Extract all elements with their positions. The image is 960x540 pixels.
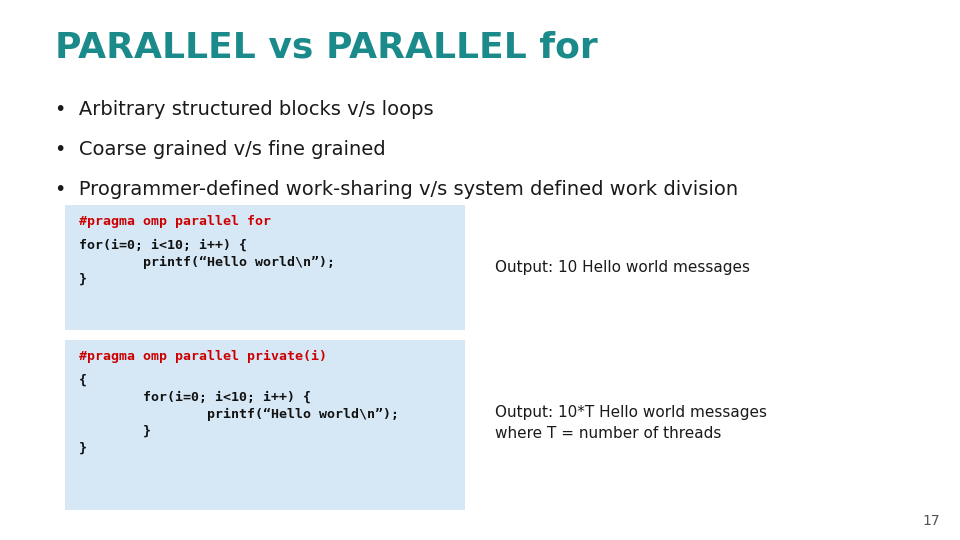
Bar — [65, 205, 465, 330]
Text: #pragma omp parallel private(i): #pragma omp parallel private(i) — [79, 350, 327, 363]
Text: PARALLEL vs PARALLEL for: PARALLEL vs PARALLEL for — [55, 30, 598, 64]
Text: }: } — [79, 442, 87, 455]
Text: for(i=0; i<10; i++) {: for(i=0; i<10; i++) { — [79, 391, 311, 404]
Text: printf(“Hello world\n”);: printf(“Hello world\n”); — [79, 408, 399, 421]
Text: Output: 10*T Hello world messages: Output: 10*T Hello world messages — [495, 406, 767, 421]
Text: for(i=0; i<10; i++) {: for(i=0; i<10; i++) { — [79, 239, 247, 252]
Bar — [65, 340, 465, 510]
Text: printf(“Hello world\n”);: printf(“Hello world\n”); — [79, 256, 335, 269]
Text: }: } — [79, 425, 151, 438]
Text: where T = number of threads: where T = number of threads — [495, 426, 721, 441]
Text: }: } — [79, 273, 87, 286]
Text: {: { — [79, 374, 87, 387]
Text: •  Coarse grained v/s fine grained: • Coarse grained v/s fine grained — [55, 140, 386, 159]
Text: Output: 10 Hello world messages: Output: 10 Hello world messages — [495, 260, 750, 275]
Text: •  Programmer-defined work-sharing v/s system defined work division: • Programmer-defined work-sharing v/s sy… — [55, 180, 738, 199]
Text: 17: 17 — [923, 514, 940, 528]
Text: •  Arbitrary structured blocks v/s loops: • Arbitrary structured blocks v/s loops — [55, 100, 434, 119]
Text: #pragma omp parallel for: #pragma omp parallel for — [79, 215, 271, 228]
